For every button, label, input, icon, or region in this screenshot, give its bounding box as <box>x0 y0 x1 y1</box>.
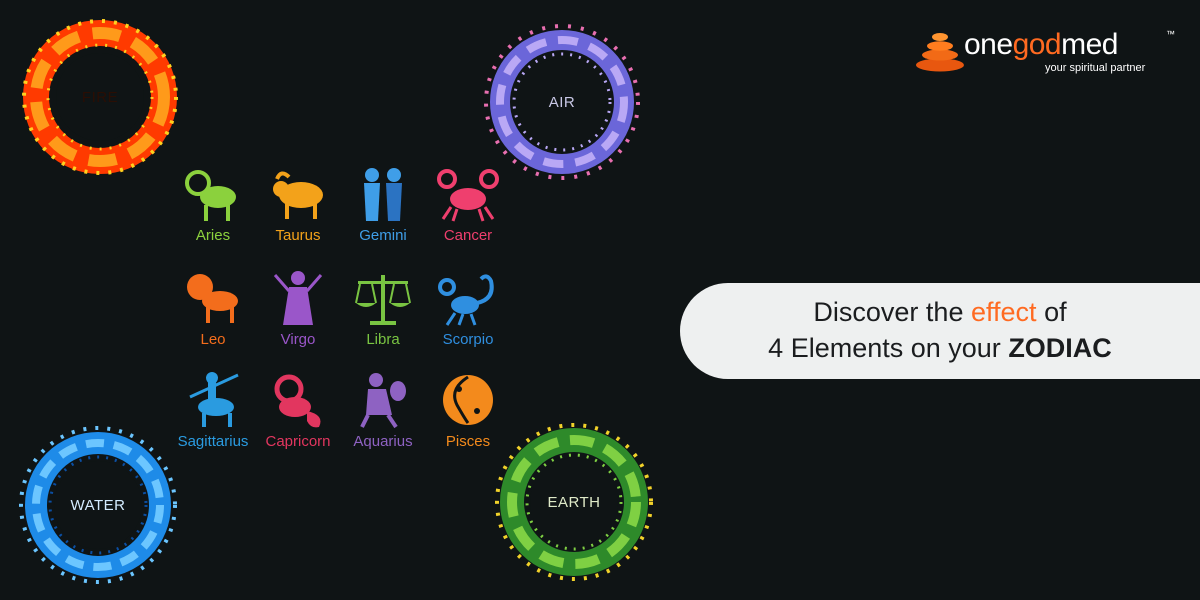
element-label-water: WATER <box>70 496 126 514</box>
zodiac-sign-scorpio: Scorpio <box>423 269 513 359</box>
zodiac-sign-taurus: Taurus <box>253 165 343 255</box>
air-ring-icon <box>484 24 640 180</box>
zodiac-sign-label: Libra <box>366 331 400 348</box>
zodiac-sign-label: Gemini <box>359 227 407 244</box>
fire-ring-icon <box>22 19 178 175</box>
virgo-maiden-icon <box>273 271 323 325</box>
zodiac-sign-capricorn: Capricorn <box>253 371 343 461</box>
brand-word-mid: god <box>1012 28 1062 61</box>
zodiac-sign-aquarius: Aquarius <box>338 371 428 461</box>
libra-scales-icon <box>355 275 411 325</box>
headline-text: of <box>1044 297 1067 327</box>
zodiac-sign-label: Virgo <box>280 331 316 348</box>
aquarius-water-bearer-icon <box>360 373 406 429</box>
headline-accent-word: effect <box>970 297 1037 327</box>
zodiac-sign-label: Aquarius <box>353 433 413 450</box>
zodiac-sign-label: Pisces <box>445 433 491 450</box>
element-label-air: AIR <box>548 93 576 111</box>
headline-line-2: 4 Elements on your ZODIAC <box>680 333 1200 364</box>
leo-lion-icon <box>187 274 238 323</box>
water-ring-icon <box>19 426 177 584</box>
element-label-earth: EARTH <box>547 493 601 511</box>
capricorn-goat-icon <box>274 374 321 428</box>
brand-word-end: med <box>1061 28 1118 61</box>
zodiac-sign-libra: Libra <box>338 269 428 359</box>
headline-text: Discover the <box>813 297 964 327</box>
stacked-stones-icon <box>916 33 964 72</box>
taurus-bull-icon <box>273 171 323 219</box>
zodiac-sign-gemini: Gemini <box>338 165 428 255</box>
zodiac-sign-sagittarius: Sagittarius <box>168 371 258 461</box>
earth-ring-icon <box>495 423 653 581</box>
brand-logo[interactable]: onegodmed ™ your spiritual partner <box>914 24 1184 76</box>
zodiac-sign-leo: Leo <box>168 269 258 359</box>
pisces-fish-icon <box>443 375 493 425</box>
zodiac-sign-aries: Aries <box>168 165 258 255</box>
headline-line-1: Discover the effect of <box>680 297 1200 328</box>
scorpio-scorpion-icon <box>438 274 494 326</box>
zodiac-sign-label: Sagittarius <box>177 433 249 450</box>
element-air: AIR <box>480 20 644 184</box>
element-water: WATER <box>16 423 180 587</box>
brand-tagline: your spiritual partner <box>1045 62 1146 74</box>
aries-ram-icon <box>185 170 236 221</box>
brand-wordmark: onegodmed <box>964 28 1118 62</box>
element-fire: FIRE <box>18 15 182 179</box>
gemini-twins-icon <box>364 168 402 221</box>
zodiac-sign-pisces: Pisces <box>423 371 513 461</box>
zodiac-sign-label: Scorpio <box>442 331 494 348</box>
headline-bold-word: ZODIAC <box>1008 333 1112 363</box>
zodiac-sign-label: Capricorn <box>265 433 331 450</box>
zodiac-sign-label: Leo <box>200 331 226 348</box>
zodiac-sign-label: Taurus <box>275 227 321 244</box>
cancer-crab-icon <box>437 169 499 222</box>
element-label-fire: FIRE <box>81 88 119 106</box>
zodiac-sign-label: Aries <box>195 227 231 244</box>
zodiac-sign-label: Cancer <box>443 227 493 244</box>
zodiac-grid: Aries Taurus Gemini <box>168 165 513 465</box>
headline-panel: Discover the effect of 4 Elements on you… <box>680 283 1200 379</box>
trademark-mark: ™ <box>1166 29 1175 39</box>
zodiac-sign-virgo: Virgo <box>253 269 343 359</box>
element-earth: EARTH <box>492 420 656 584</box>
zodiac-sign-cancer: Cancer <box>423 165 513 255</box>
brand-word-start: one <box>964 28 1013 61</box>
sagittarius-archer-icon <box>189 372 239 427</box>
headline-text: 4 Elements on your <box>768 333 1001 363</box>
